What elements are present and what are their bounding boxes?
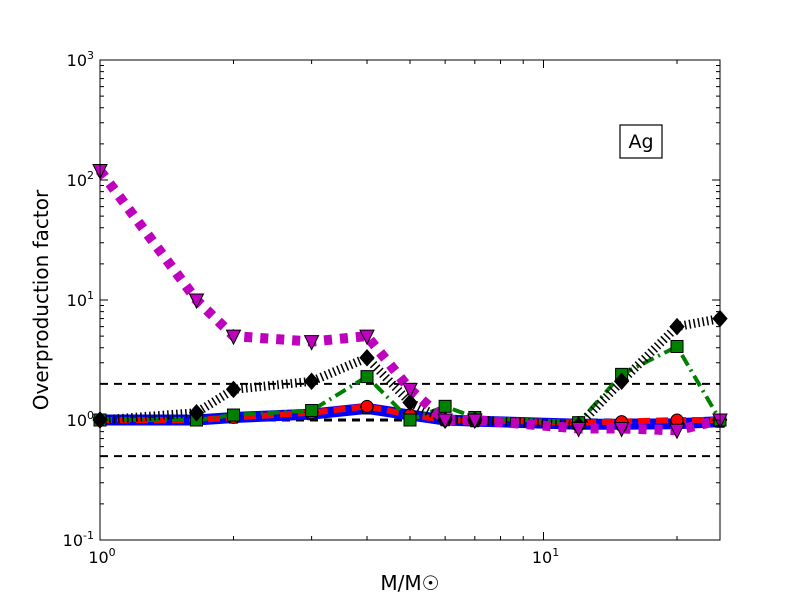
- data-point: [402, 382, 418, 399]
- y-axis-label: Overproduction factor: [29, 189, 53, 410]
- y-tick-label: 101: [67, 289, 94, 310]
- data-point: [360, 399, 374, 413]
- y-tick-label: 10-1: [63, 529, 94, 550]
- series-markers: [92, 164, 728, 440]
- axis-ticks: [99, 59, 720, 541]
- data-point: [438, 399, 452, 413]
- data-point: [403, 413, 417, 427]
- data-point: [188, 293, 205, 310]
- data-point: [613, 422, 630, 438]
- data-point: [360, 370, 374, 384]
- series-line-black-dotted-diamond: [99, 314, 721, 430]
- y-tick-label: 100: [67, 409, 94, 430]
- data-point: [437, 413, 453, 430]
- data-point: [225, 380, 242, 399]
- data-point: [225, 329, 242, 346]
- x-tick-label: 101: [532, 546, 559, 567]
- data-point: [670, 339, 684, 353]
- y-tick-label: 102: [67, 169, 94, 190]
- series-line-magenta-dotted-triangle: [95, 167, 722, 436]
- x-axis-label: M/M☉: [380, 571, 439, 595]
- annotation-text: Ag: [628, 131, 653, 153]
- data-point: [402, 393, 418, 412]
- data-point: [303, 372, 320, 391]
- data-point: [359, 329, 375, 346]
- x-tick-label: 100: [88, 546, 115, 567]
- annotation-box: Ag: [619, 124, 663, 159]
- data-point: [669, 423, 685, 440]
- data-point: [188, 403, 205, 422]
- data-point: [303, 335, 320, 351]
- y-tick-label: 103: [67, 49, 94, 70]
- data-point: [669, 317, 685, 336]
- data-point: [466, 413, 483, 430]
- data-point: [305, 403, 319, 417]
- data-point: [570, 422, 587, 438]
- data-point: [359, 349, 375, 367]
- data-point: [227, 408, 241, 422]
- data-point: [613, 372, 630, 391]
